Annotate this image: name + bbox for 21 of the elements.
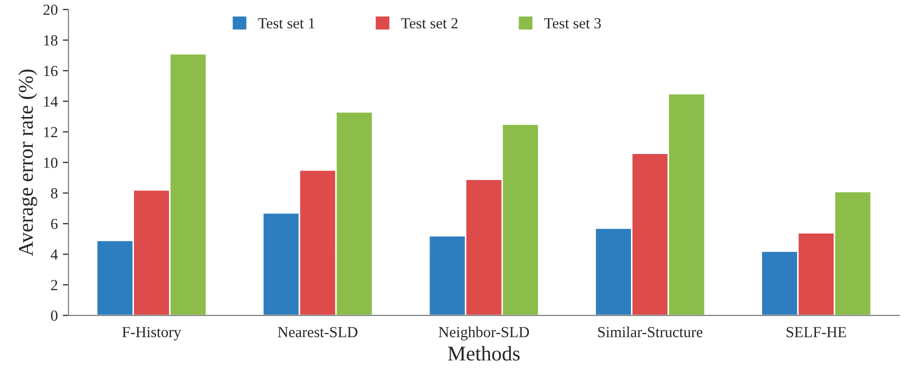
y-tick-label: 4 — [50, 249, 58, 260]
y-tick-label: 0 — [51, 310, 58, 321]
y-axis-title: Average error rate (%) — [18, 70, 38, 256]
y-tick-label: 12 — [44, 127, 58, 138]
x-tick-label: Neighbor-SLD — [438, 326, 529, 340]
y-tick-label: 14 — [44, 96, 58, 107]
x-tick-label: SELF-HE — [786, 326, 846, 338]
y-tick-label: 10 — [44, 158, 58, 168]
legend-label: Test set 2 — [401, 18, 458, 28]
x-tick-label: F-History — [122, 326, 182, 340]
legend-label: Test set 3 — [544, 18, 601, 28]
y-tick-label: 18 — [44, 35, 58, 46]
y-tick-label: 8 — [51, 188, 58, 198]
x-tick-label: Similar-Structure — [598, 326, 702, 338]
legend-label: Test set 1 — [258, 18, 314, 28]
y-tick-label: 16 — [44, 66, 58, 76]
x-axis-title: Methods — [448, 346, 520, 361]
y-tick-label: 6 — [51, 218, 58, 230]
y-tick-label: 20 — [43, 4, 58, 15]
x-tick-label: Nearest-SLD — [278, 326, 358, 338]
y-tick-label: 2 — [51, 280, 58, 290]
